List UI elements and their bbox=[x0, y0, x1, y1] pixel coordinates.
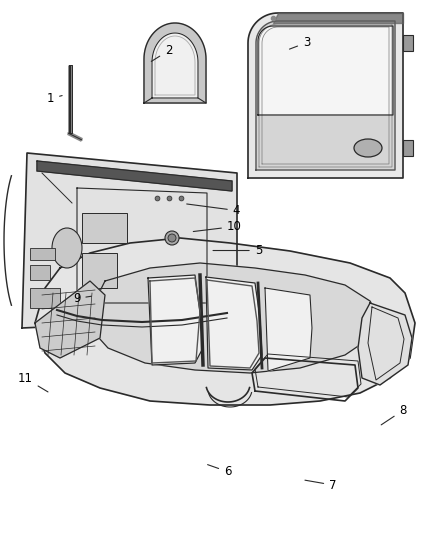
Polygon shape bbox=[37, 161, 232, 191]
Polygon shape bbox=[152, 33, 198, 98]
Text: 1: 1 bbox=[46, 92, 62, 105]
Ellipse shape bbox=[354, 139, 382, 157]
Text: 11: 11 bbox=[18, 372, 48, 392]
Text: 6: 6 bbox=[208, 465, 232, 478]
Polygon shape bbox=[90, 263, 380, 373]
Text: 2: 2 bbox=[151, 44, 173, 61]
Circle shape bbox=[165, 231, 179, 245]
Polygon shape bbox=[265, 288, 312, 371]
Text: 10: 10 bbox=[193, 220, 242, 233]
Bar bbox=[30, 248, 55, 260]
Polygon shape bbox=[22, 153, 237, 328]
Polygon shape bbox=[144, 23, 206, 103]
Text: 3: 3 bbox=[290, 36, 310, 49]
Polygon shape bbox=[256, 21, 395, 170]
Text: 8: 8 bbox=[381, 404, 406, 425]
Polygon shape bbox=[206, 277, 262, 370]
Text: 9: 9 bbox=[73, 292, 92, 305]
Bar bbox=[82, 253, 117, 288]
Polygon shape bbox=[258, 26, 393, 115]
Ellipse shape bbox=[52, 228, 82, 268]
Bar bbox=[403, 140, 413, 156]
Polygon shape bbox=[35, 238, 415, 405]
Circle shape bbox=[168, 234, 176, 242]
Bar bbox=[30, 288, 60, 308]
Polygon shape bbox=[35, 281, 105, 358]
Polygon shape bbox=[273, 13, 403, 23]
Text: 7: 7 bbox=[305, 479, 337, 491]
Text: 4: 4 bbox=[187, 204, 240, 217]
Polygon shape bbox=[148, 275, 203, 365]
Bar bbox=[82, 213, 127, 243]
Text: 5: 5 bbox=[213, 244, 262, 257]
Bar bbox=[403, 35, 413, 51]
Polygon shape bbox=[248, 13, 403, 178]
Bar bbox=[30, 265, 50, 280]
Polygon shape bbox=[358, 303, 412, 385]
